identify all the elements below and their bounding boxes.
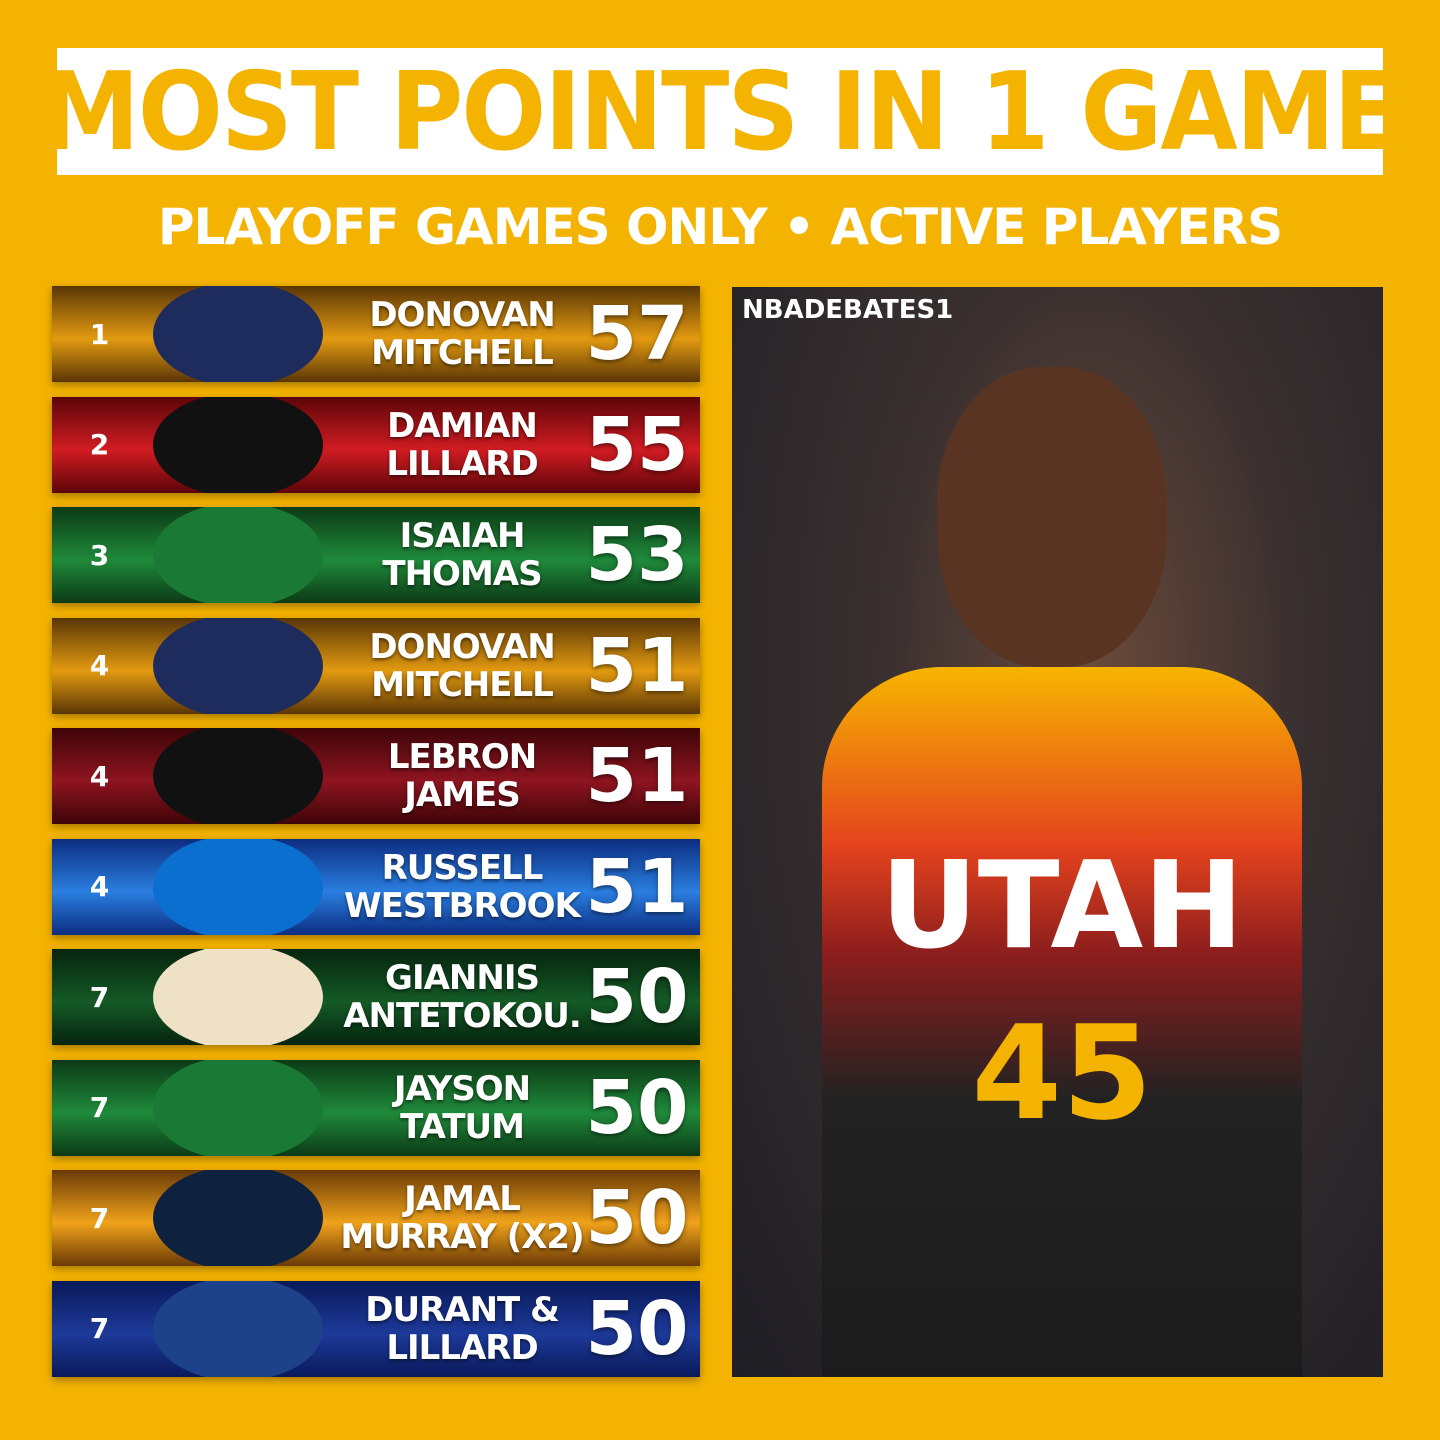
player-name: JAMAL MURRAY (X2) (337, 1180, 587, 1256)
player-second-line: ANTETOKOU. (343, 996, 582, 1036)
player-name: DURANT & LILLARD (337, 1291, 587, 1367)
player-first-line: ISAIAH (399, 516, 526, 556)
player-second-line: LILLARD (386, 1327, 538, 1368)
team-logo-icon (152, 949, 324, 1045)
points: 53 (585, 512, 689, 598)
table-row: 2 DAMIAN LILLARD 55 (52, 396, 700, 493)
subtitle: PLAYOFF GAMES ONLY • ACTIVE PLAYERS (157, 198, 1283, 256)
player-first-line: GIANNIS (385, 958, 540, 998)
points: 51 (585, 843, 689, 930)
rank: 4 (89, 649, 110, 682)
player-name: DONOVAN MITCHELL (337, 628, 587, 704)
player-head (937, 367, 1167, 667)
player-name: RUSSELL WESTBROOK (337, 849, 587, 925)
table-row: 4 RUSSELL WESTBROOK 51 (52, 838, 700, 935)
rank: 4 (89, 870, 110, 903)
player-first-line: DONOVAN (369, 626, 555, 667)
page-title: MOST POINTS IN 1 GAME (40, 48, 1401, 175)
team-logo-icon (152, 507, 324, 603)
rank: 4 (89, 759, 110, 793)
player-name: JAYSON TATUM (337, 1070, 587, 1146)
title-banner: MOST POINTS IN 1 GAME (40, 48, 1402, 175)
points: 57 (585, 291, 689, 377)
team-logo-icon (152, 1059, 324, 1156)
table-row: 7 JAYSON TATUM 50 (52, 1059, 700, 1156)
player-first-line: JAYSON (393, 1068, 531, 1109)
player-first-line: DONOVAN (369, 295, 555, 335)
player-second-line: MITCHELL (371, 664, 554, 705)
player-name: LEBRON JAMES (337, 738, 587, 814)
player-name: DONOVAN MITCHELL (337, 296, 587, 372)
player-name: ISAIAH THOMAS (337, 517, 587, 593)
player-second-line: JAMES (404, 775, 521, 815)
table-row: 3 ISAIAH THOMAS 53 (52, 507, 700, 603)
player-name: DAMIAN LILLARD (337, 407, 587, 483)
team-logo-icon (152, 286, 324, 382)
player-first-line: DAMIAN (387, 405, 538, 446)
jersey-number: 45 (971, 997, 1153, 1149)
table-row: 7 GIANNIS ANTETOKOU. 50 (52, 949, 700, 1045)
team-logo-icon (152, 838, 324, 935)
player-second-line: MURRAY (X2) (340, 1217, 584, 1257)
rank: 3 (89, 538, 110, 572)
rank: 1 (89, 317, 110, 351)
rank: 7 (89, 1201, 110, 1235)
team-logo-icon (152, 1280, 324, 1377)
table-row: 7 JAMAL MURRAY (X2) 50 (52, 1170, 700, 1266)
table-row: 7 DURANT & LILLARD 50 (52, 1280, 700, 1377)
player-photo: UTAH 45 NBADEBATES1 (732, 287, 1383, 1377)
photo-credit: NBADEBATES1 (742, 295, 954, 325)
points: 51 (585, 622, 689, 709)
rank: 7 (89, 1312, 110, 1345)
table-row: 4 LEBRON JAMES 51 (52, 728, 700, 824)
player-first-line: LEBRON (387, 737, 537, 777)
jersey-team: UTAH (880, 837, 1244, 976)
player-second-line: THOMAS (382, 554, 542, 594)
rank: 2 (89, 428, 110, 461)
table-row: 1 DONOVAN MITCHELL 57 (52, 286, 700, 382)
points: 50 (585, 954, 689, 1040)
player-second-line: WESTBROOK (344, 885, 581, 926)
table-row: 4 DONOVAN MITCHELL 51 (52, 617, 700, 714)
points: 55 (585, 401, 689, 488)
player-second-line: LILLARD (386, 443, 538, 484)
rank: 7 (89, 980, 110, 1014)
points: 50 (585, 1285, 689, 1372)
player-second-line: MITCHELL (371, 333, 554, 373)
player-second-line: TATUM (400, 1106, 525, 1147)
rank: 7 (89, 1091, 110, 1124)
team-logo-icon (152, 396, 324, 493)
points: 51 (585, 733, 689, 819)
player-first-line: RUSSELL (381, 847, 544, 888)
player-first-line: JAMAL (404, 1179, 521, 1219)
team-logo-icon (152, 1170, 324, 1266)
player-first-line: DURANT & (365, 1289, 559, 1330)
team-logo-icon (152, 728, 324, 824)
player-name: GIANNIS ANTETOKOU. (337, 959, 587, 1035)
points: 50 (585, 1175, 689, 1261)
jersey: UTAH 45 (822, 667, 1302, 1377)
team-logo-icon (152, 617, 324, 714)
points: 50 (585, 1064, 689, 1151)
